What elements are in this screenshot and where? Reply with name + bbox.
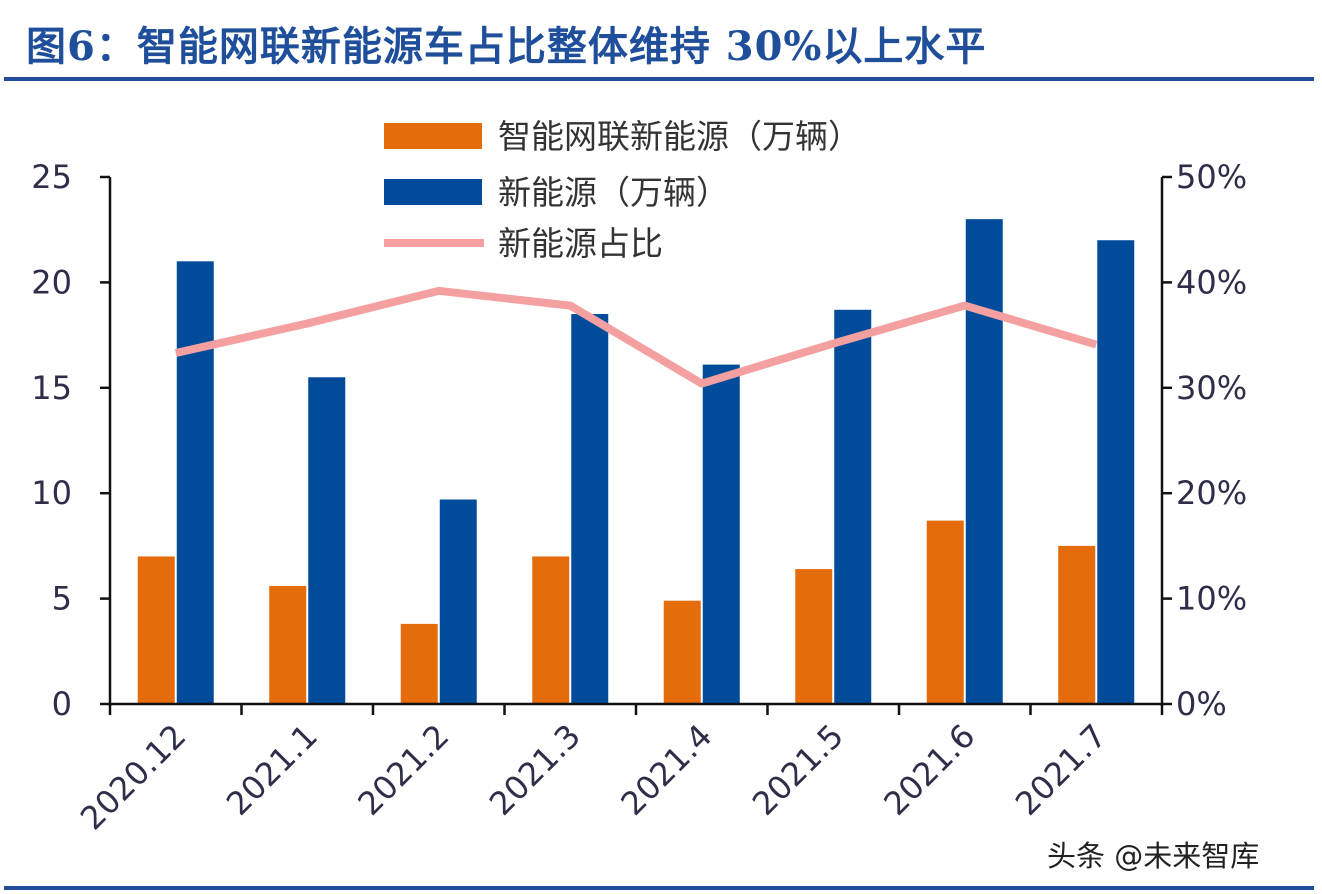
left-tick-label: 20 (31, 263, 72, 301)
bar-icv-nev-2020.12 (137, 556, 175, 704)
left-tick-label: 10 (31, 474, 72, 512)
left-tick-label: 15 (31, 369, 72, 407)
bar-nev-2021.7 (1097, 240, 1135, 705)
bar-nev-2021.6 (965, 219, 1003, 704)
bar-nev-2021.1 (308, 377, 346, 704)
watermark-text: 头条 @未来智库 (1047, 839, 1260, 873)
left-tick-label: 25 (31, 158, 72, 196)
line-nev-share (174, 286, 1098, 388)
figure-title: 图6：智能网联新能源车占比整体维持 30%以上水平 (26, 23, 987, 70)
bar-nev-2020.12 (176, 261, 214, 704)
legend-label: 新能源占比 (498, 224, 663, 263)
right-tick-label: 30% (1176, 369, 1247, 407)
footer-divider (4, 886, 1314, 890)
left-tick-label: 0 (52, 685, 72, 723)
bar-icv-nev-2021.5 (795, 569, 833, 704)
title-divider (4, 77, 1314, 81)
x-tick-label: 2021.6 (876, 717, 982, 823)
bar-nev-2021.2 (439, 499, 477, 704)
x-tick-label: 2021.1 (219, 717, 325, 823)
right-tick-label: 40% (1176, 263, 1247, 301)
bar-icv-nev-2021.7 (1058, 545, 1096, 704)
x-tick-label: 2021.2 (350, 717, 456, 823)
bar-icv-nev-2021.4 (663, 600, 701, 704)
right-tick-label: 20% (1176, 474, 1247, 512)
bar-icv-nev-2021.1 (269, 585, 307, 704)
left-tick-label: 5 (52, 580, 72, 618)
bar-nev-2021.4 (702, 364, 740, 704)
x-tick-label: 2021.7 (1008, 717, 1114, 823)
bar-icv-nev-2021.2 (400, 623, 438, 704)
legend-swatch-nev (384, 179, 482, 205)
x-tick-label: 2021.4 (613, 717, 719, 823)
bar-icv-nev-2021.3 (532, 556, 570, 704)
bar-icv-nev-2021.6 (926, 520, 964, 704)
x-tick-label: 2021.5 (745, 717, 851, 823)
legend-swatch-icv-nev (384, 123, 482, 149)
bar-nev-2021.3 (571, 314, 609, 704)
legend-label: 新能源（万辆） (498, 173, 729, 212)
figure-header: 图6：智能网联新能源车占比整体维持 30%以上水平 (0, 0, 1322, 84)
right-tick-label: 10% (1176, 580, 1247, 618)
right-tick-label: 50% (1176, 158, 1247, 196)
legend-label: 智能网联新能源（万辆） (498, 117, 861, 156)
right-tick-label: 0% (1176, 685, 1227, 723)
x-tick-label: 2021.3 (482, 717, 588, 823)
x-tick-label: 2020.12 (73, 717, 193, 837)
bar-nev-2021.5 (834, 309, 872, 704)
